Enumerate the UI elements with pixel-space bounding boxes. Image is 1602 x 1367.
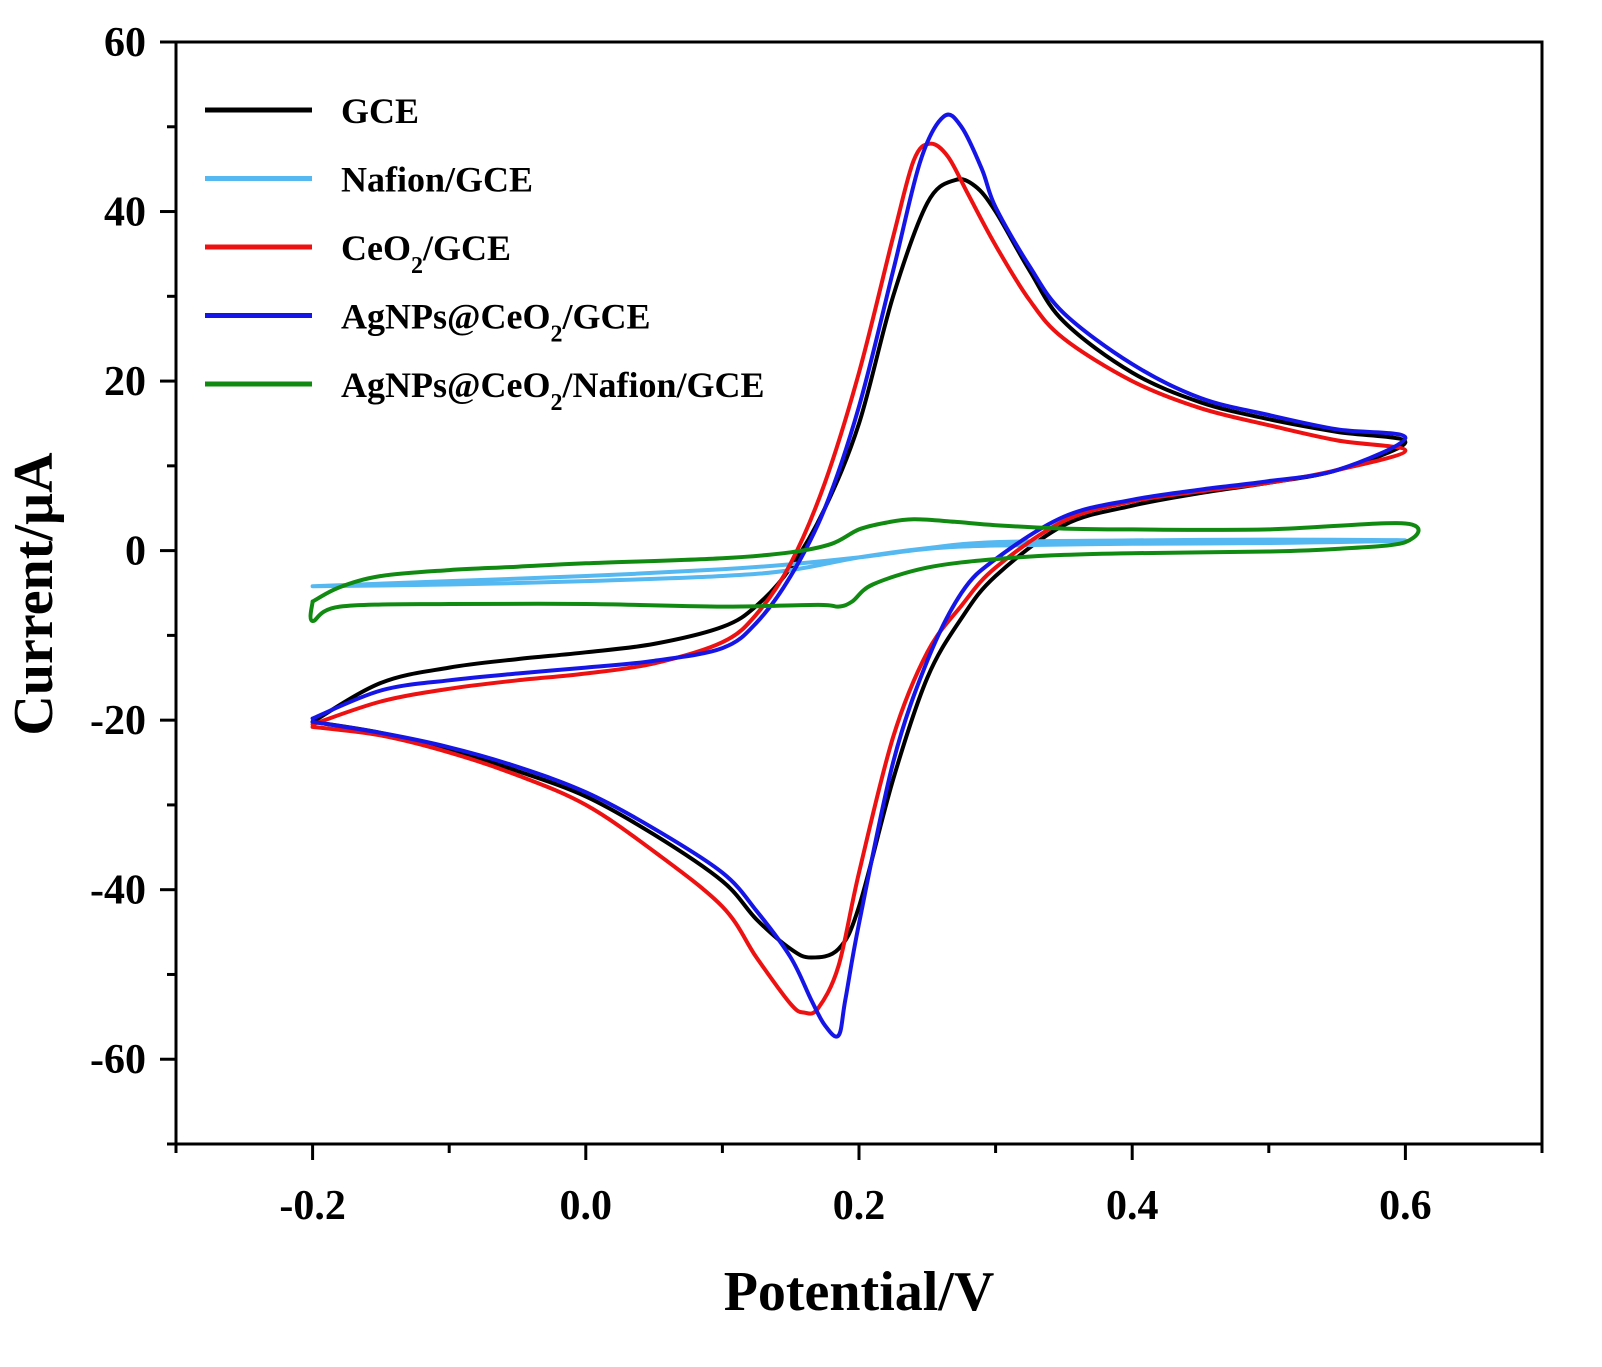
legend-label-nafion-gce: Nafion/GCE — [341, 160, 533, 200]
y-tick-label: 40 — [104, 190, 146, 236]
series-line-ceo2-gce — [310, 141, 1408, 1016]
y-tick-label: 20 — [104, 359, 146, 405]
x-tick-label: 0.4 — [1106, 1183, 1159, 1229]
y-axis-title: Current/µA — [3, 452, 65, 736]
legend-label-gce: GCE — [341, 91, 419, 131]
y-tick-label: 60 — [104, 20, 146, 66]
legend-label-ceo2-gce: CeO2/GCE — [341, 228, 511, 279]
x-tick-label: 0.0 — [560, 1183, 613, 1229]
axis-ticks: -0.2 0.0 0.2 0.4 0.6 -60 -40 -20 0 20 40 60 — [90, 20, 1544, 1229]
legend: GCE Nafion/GCE CeO2/GCE AgNPs@CeO2/GCE AgNPs… — [205, 91, 765, 416]
x-tick-label: 0.2 — [833, 1183, 886, 1229]
series-line-gce — [310, 177, 1408, 960]
series-line-agnps-ceo2-gce — [310, 112, 1408, 1039]
x-tick-label: 0.6 — [1379, 1183, 1432, 1229]
x-axis-title: Potential/V — [724, 1261, 995, 1323]
x-tick-label: -0.2 — [279, 1183, 346, 1229]
y-tick-label: -60 — [90, 1037, 146, 1083]
y-tick-label: 0 — [125, 529, 146, 575]
y-tick-label: -40 — [90, 868, 146, 914]
series-line-nafion-gce — [310, 537, 1408, 589]
legend-label-agnps-ceo2-nafion-gce: AgNPs@CeO2/Nafion/GCE — [341, 365, 765, 416]
y-tick-label: -20 — [90, 698, 146, 744]
series-lines — [308, 112, 1421, 1039]
series-line-agnps-ceo2-nafion-gce — [308, 517, 1421, 623]
legend-label-agnps-ceo2-gce: AgNPs@CeO2/GCE — [341, 297, 650, 348]
